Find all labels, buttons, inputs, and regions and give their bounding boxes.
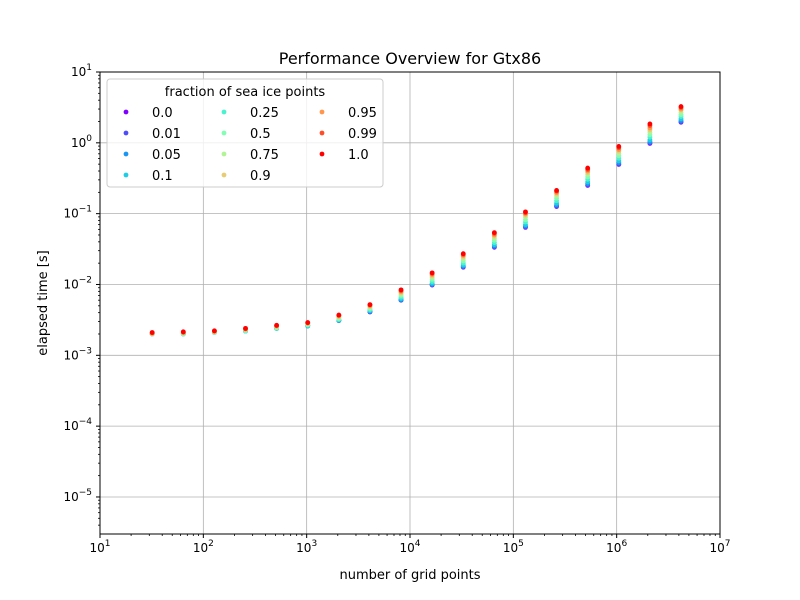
chart-title: Performance Overview for Gtx86: [279, 49, 541, 68]
legend-marker: [319, 151, 325, 157]
y-axis-label: elapsed time [s]: [36, 250, 51, 355]
data-point: [274, 322, 280, 328]
data-point: [460, 251, 466, 257]
legend-item: 0.0: [123, 106, 173, 121]
legend: fraction of sea ice points 0.00.010.050.…: [106, 78, 384, 188]
data-point: [523, 209, 528, 215]
legend-label: 0.95: [348, 106, 377, 121]
legend-title: fraction of sea ice points: [165, 85, 326, 100]
legend-item: 0.01: [123, 127, 181, 142]
x-axis-label: number of grid points: [339, 568, 480, 583]
data-point: [647, 121, 653, 127]
legend-label: 1.0: [348, 148, 369, 163]
legend-label: 0.75: [250, 148, 279, 163]
x-tick-label: 104: [399, 539, 420, 555]
legend-marker: [319, 109, 325, 115]
legend-item: 0.75: [221, 148, 279, 163]
series-1.0: [149, 104, 684, 335]
legend-item: 0.95: [319, 106, 377, 121]
data-point: [678, 104, 684, 109]
legend-label: 0.05: [152, 148, 181, 163]
data-point: [429, 270, 435, 276]
y-tick-label: 10−3: [63, 346, 92, 362]
y-tick-label: 10−4: [63, 417, 92, 433]
axis-ticks: 101 102 103 104 105 106 107 10−5 10−4 10−3 10−2 10−…: [63, 63, 730, 555]
legend-marker: [123, 172, 129, 178]
legend-item: 0.99: [319, 127, 377, 142]
x-tick-label: 102: [193, 539, 214, 555]
legend-marker: [221, 151, 227, 157]
data-point: [180, 329, 186, 335]
legend-entries: 0.0 0.01 0.05 0.1 0.25 0.5 0.75 0.9 0.95 0.99 1.0: [123, 106, 377, 184]
y-tick-label: 101: [71, 63, 92, 79]
x-tick-label: 106: [606, 539, 627, 555]
legend-label: 0.5: [250, 127, 271, 142]
legend-label: 0.01: [152, 127, 181, 142]
legend-item: 0.9: [221, 169, 271, 184]
data-point: [367, 302, 373, 307]
legend-marker: [221, 172, 227, 178]
data-point: [554, 187, 559, 193]
legend-label: 0.99: [348, 127, 377, 142]
y-tick-label: 10−5: [63, 488, 92, 504]
y-tick-label: 10−2: [63, 275, 92, 291]
legend-label: 0.0: [152, 106, 173, 121]
data-point: [243, 325, 248, 331]
legend-item: 0.1: [123, 169, 173, 184]
legend-label: 0.1: [152, 169, 173, 184]
y-tick-label: 100: [71, 134, 92, 150]
x-tick-label: 101: [89, 539, 110, 555]
data-points: [149, 104, 684, 337]
legend-marker: [123, 109, 129, 115]
legend-label: 0.9: [250, 169, 271, 184]
data-point: [212, 328, 217, 334]
legend-marker: [123, 151, 129, 157]
data-point: [491, 230, 497, 236]
legend-marker: [221, 130, 227, 136]
legend-marker: [221, 109, 227, 115]
legend-label: 0.25: [250, 106, 279, 121]
data-point: [398, 287, 404, 293]
x-tick-label: 103: [296, 539, 317, 555]
legend-marker: [319, 130, 325, 136]
data-point: [616, 144, 622, 149]
y-tick-label: 10−1: [63, 205, 92, 221]
data-point: [585, 165, 591, 171]
legend-item: 0.5: [221, 127, 271, 142]
legend-item: 0.05: [123, 148, 181, 163]
legend-item: 1.0: [319, 148, 369, 163]
x-tick-label: 105: [503, 539, 524, 555]
legend-marker: [123, 130, 129, 136]
data-point: [305, 320, 311, 325]
legend-box: [106, 78, 384, 188]
legend-item: 0.25: [221, 106, 279, 121]
data-point: [336, 312, 342, 318]
data-point: [149, 330, 155, 335]
x-tick-label: 107: [709, 539, 730, 555]
